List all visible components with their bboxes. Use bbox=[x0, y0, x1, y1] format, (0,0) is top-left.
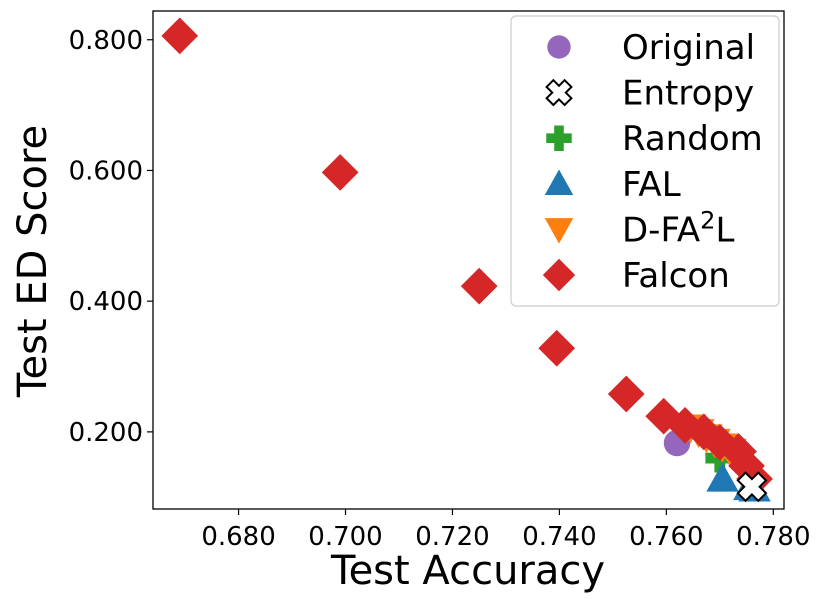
legend-label-d-fa2l: D-FA2L bbox=[622, 206, 734, 250]
legend-label-original: Original bbox=[622, 28, 755, 68]
point-falcon bbox=[460, 267, 498, 305]
legend-box bbox=[510, 15, 780, 307]
point-entropy bbox=[736, 471, 768, 503]
point-falcon bbox=[645, 397, 683, 435]
point-falcon bbox=[161, 17, 199, 55]
legend-label-entropy: Entropy bbox=[622, 74, 754, 114]
legend-marker-random bbox=[546, 125, 572, 151]
y-tick-label: 0.400 bbox=[69, 287, 143, 317]
point-fal bbox=[706, 462, 739, 492]
legend-marker-original bbox=[547, 35, 571, 59]
legend-marker-falcon bbox=[542, 258, 576, 292]
x-axis-label: Test Accuracy bbox=[330, 548, 605, 594]
x-tick-label: 0.740 bbox=[522, 522, 596, 552]
plot-frame bbox=[152, 10, 785, 510]
legend-label-fal: FAL bbox=[622, 165, 681, 205]
legend-marker-entropy bbox=[545, 78, 573, 107]
legend-label-random: Random bbox=[622, 119, 763, 159]
y-tick-label: 0.200 bbox=[69, 418, 143, 448]
x-tick-label: 0.720 bbox=[415, 522, 489, 552]
y-tick-label: 0.600 bbox=[69, 156, 143, 186]
x-tick-label: 0.680 bbox=[201, 522, 275, 552]
y-axis-label: Test ED Score bbox=[10, 125, 56, 398]
x-tick-label: 0.760 bbox=[629, 522, 703, 552]
point-falcon bbox=[538, 329, 576, 367]
x-tick-label: 0.780 bbox=[736, 522, 810, 552]
point-falcon bbox=[607, 375, 645, 413]
x-tick-label: 0.700 bbox=[308, 522, 382, 552]
legend-marker-d-fa2l bbox=[544, 218, 574, 244]
point-falcon bbox=[321, 154, 359, 191]
y-tick-label: 0.800 bbox=[69, 26, 143, 56]
legend-label-falcon: Falcon bbox=[622, 256, 730, 296]
legend-marker-fal bbox=[544, 169, 574, 196]
points-layer bbox=[161, 17, 773, 503]
ticks-layer: 0.680 0.700 0.720 0.740 0.760 0.780 0.200 0.400… bbox=[69, 26, 811, 552]
